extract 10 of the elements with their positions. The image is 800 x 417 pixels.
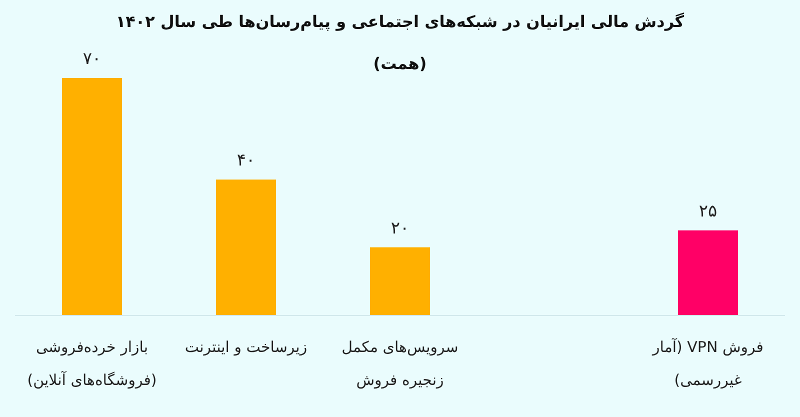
- value-label: ۷۰: [82, 49, 102, 69]
- category-label: سرویس‌های مکمل زنجیره فروش: [342, 338, 458, 389]
- category-label: زیرساخت و اینترنت: [184, 338, 308, 356]
- value-label: ۴۰: [236, 150, 256, 171]
- value-label: ۲۵: [698, 201, 718, 222]
- subtitle: (همت): [373, 54, 427, 73]
- category-label: بازار خرده‌فروشی (فروشگاه‌های آنلاین): [27, 338, 157, 389]
- category-label: فروش VPN (آمار غیررسمی): [652, 338, 764, 389]
- value-label: ۲۰: [390, 218, 410, 238]
- title: گردش مالی ایرانیان در شبکه‌های اجتماعی و پیام‌رسان‌ها طی سال ۱۴۰۲: [116, 12, 684, 31]
